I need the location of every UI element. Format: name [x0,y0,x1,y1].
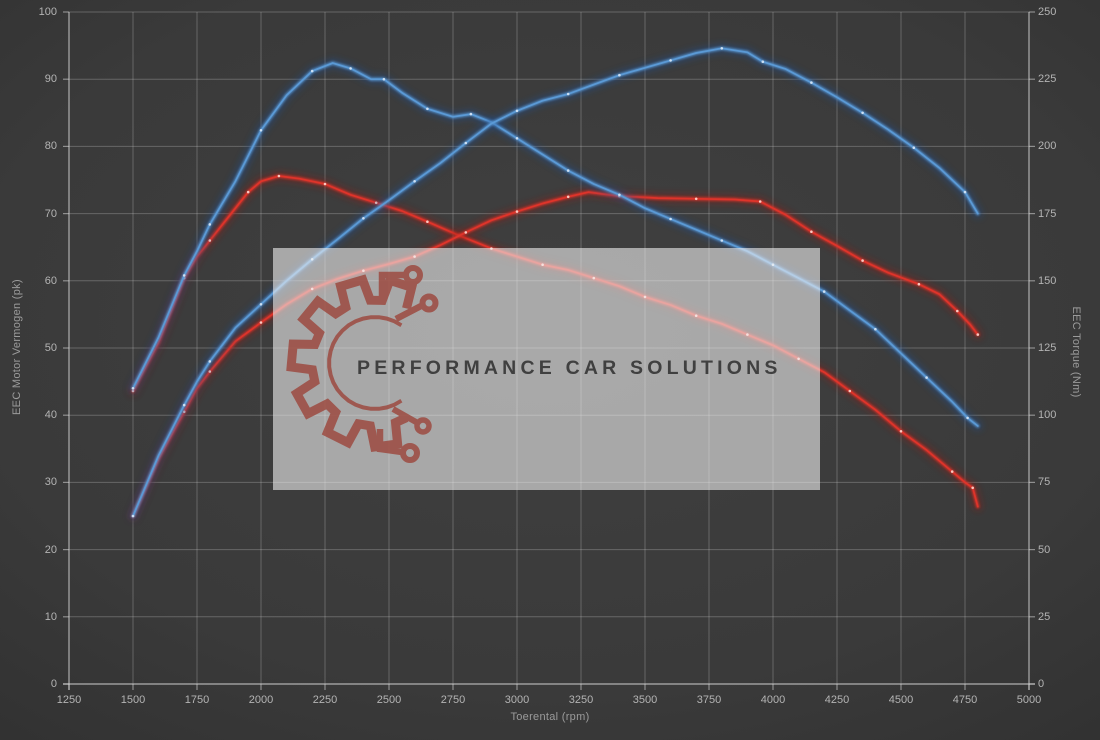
left-tick-label: 70 [44,207,57,220]
series-power-tuned-blue [128,43,983,521]
right-tick-label: 175 [1038,207,1057,220]
left-tick-label: 100 [38,6,57,18]
series-torque-tuned-blue [128,58,983,431]
watermark-text: PERFORMANCE CAR SOLUTIONS [357,357,782,379]
x-tick-label: 4000 [760,694,786,706]
right-tick-label: 225 [1038,73,1057,86]
curve-series [128,43,983,521]
x-tick-label: 1250 [56,694,82,706]
axis-lines [63,11,1035,690]
left-tick-label: 60 [44,274,57,287]
right-tick-label: 75 [1038,476,1051,489]
x-tick-label: 1750 [184,694,210,706]
x-tick-label: 5000 [1016,694,1042,706]
x-tick-label: 3750 [696,694,722,706]
left-tick-label: 10 [44,610,57,623]
x-tick-label: 2750 [440,694,466,706]
right-tick-label: 200 [1038,140,1057,153]
left-tick-label: 40 [44,409,57,422]
x-tick-label: 4500 [888,694,914,706]
right-tick-label: 100 [1038,409,1057,422]
x-tick-label: 3000 [504,694,530,706]
left-tick-label: 0 [50,678,57,690]
x-tick-label: 2000 [248,694,274,706]
right-tick-label: 50 [1038,543,1051,556]
watermark: PERFORMANCE CAR SOLUTIONS [273,248,820,490]
x-tick-label: 4750 [952,694,978,706]
left-tick-label: 30 [44,476,57,489]
left-tick-label: 20 [44,543,57,556]
x-tick-label: 2250 [312,694,338,706]
x-tick-label: 1500 [120,694,146,706]
x-tick-label: 3250 [568,694,594,706]
x-tick-label: 4250 [824,694,850,706]
right-tick-label: 150 [1038,274,1057,287]
x-axis-title: Toerental (rpm) [510,711,590,723]
left-axis-title: EEC Motor Vermogen (pk) [11,279,23,415]
right-tick-label: 250 [1038,6,1057,18]
x-tick-label: 3500 [632,694,658,706]
left-tick-label: 80 [44,140,57,153]
right-tick-label: 0 [1038,678,1045,690]
left-tick-label: 50 [44,342,57,354]
right-tick-label: 125 [1038,342,1057,354]
gear-circuit-logo-icon [286,265,439,463]
x-tick-label: 2500 [376,694,402,706]
left-tick-label: 90 [44,73,57,86]
right-axis-title: EEC Torque (Nm) [1070,306,1082,398]
right-tick-label: 25 [1038,610,1051,623]
